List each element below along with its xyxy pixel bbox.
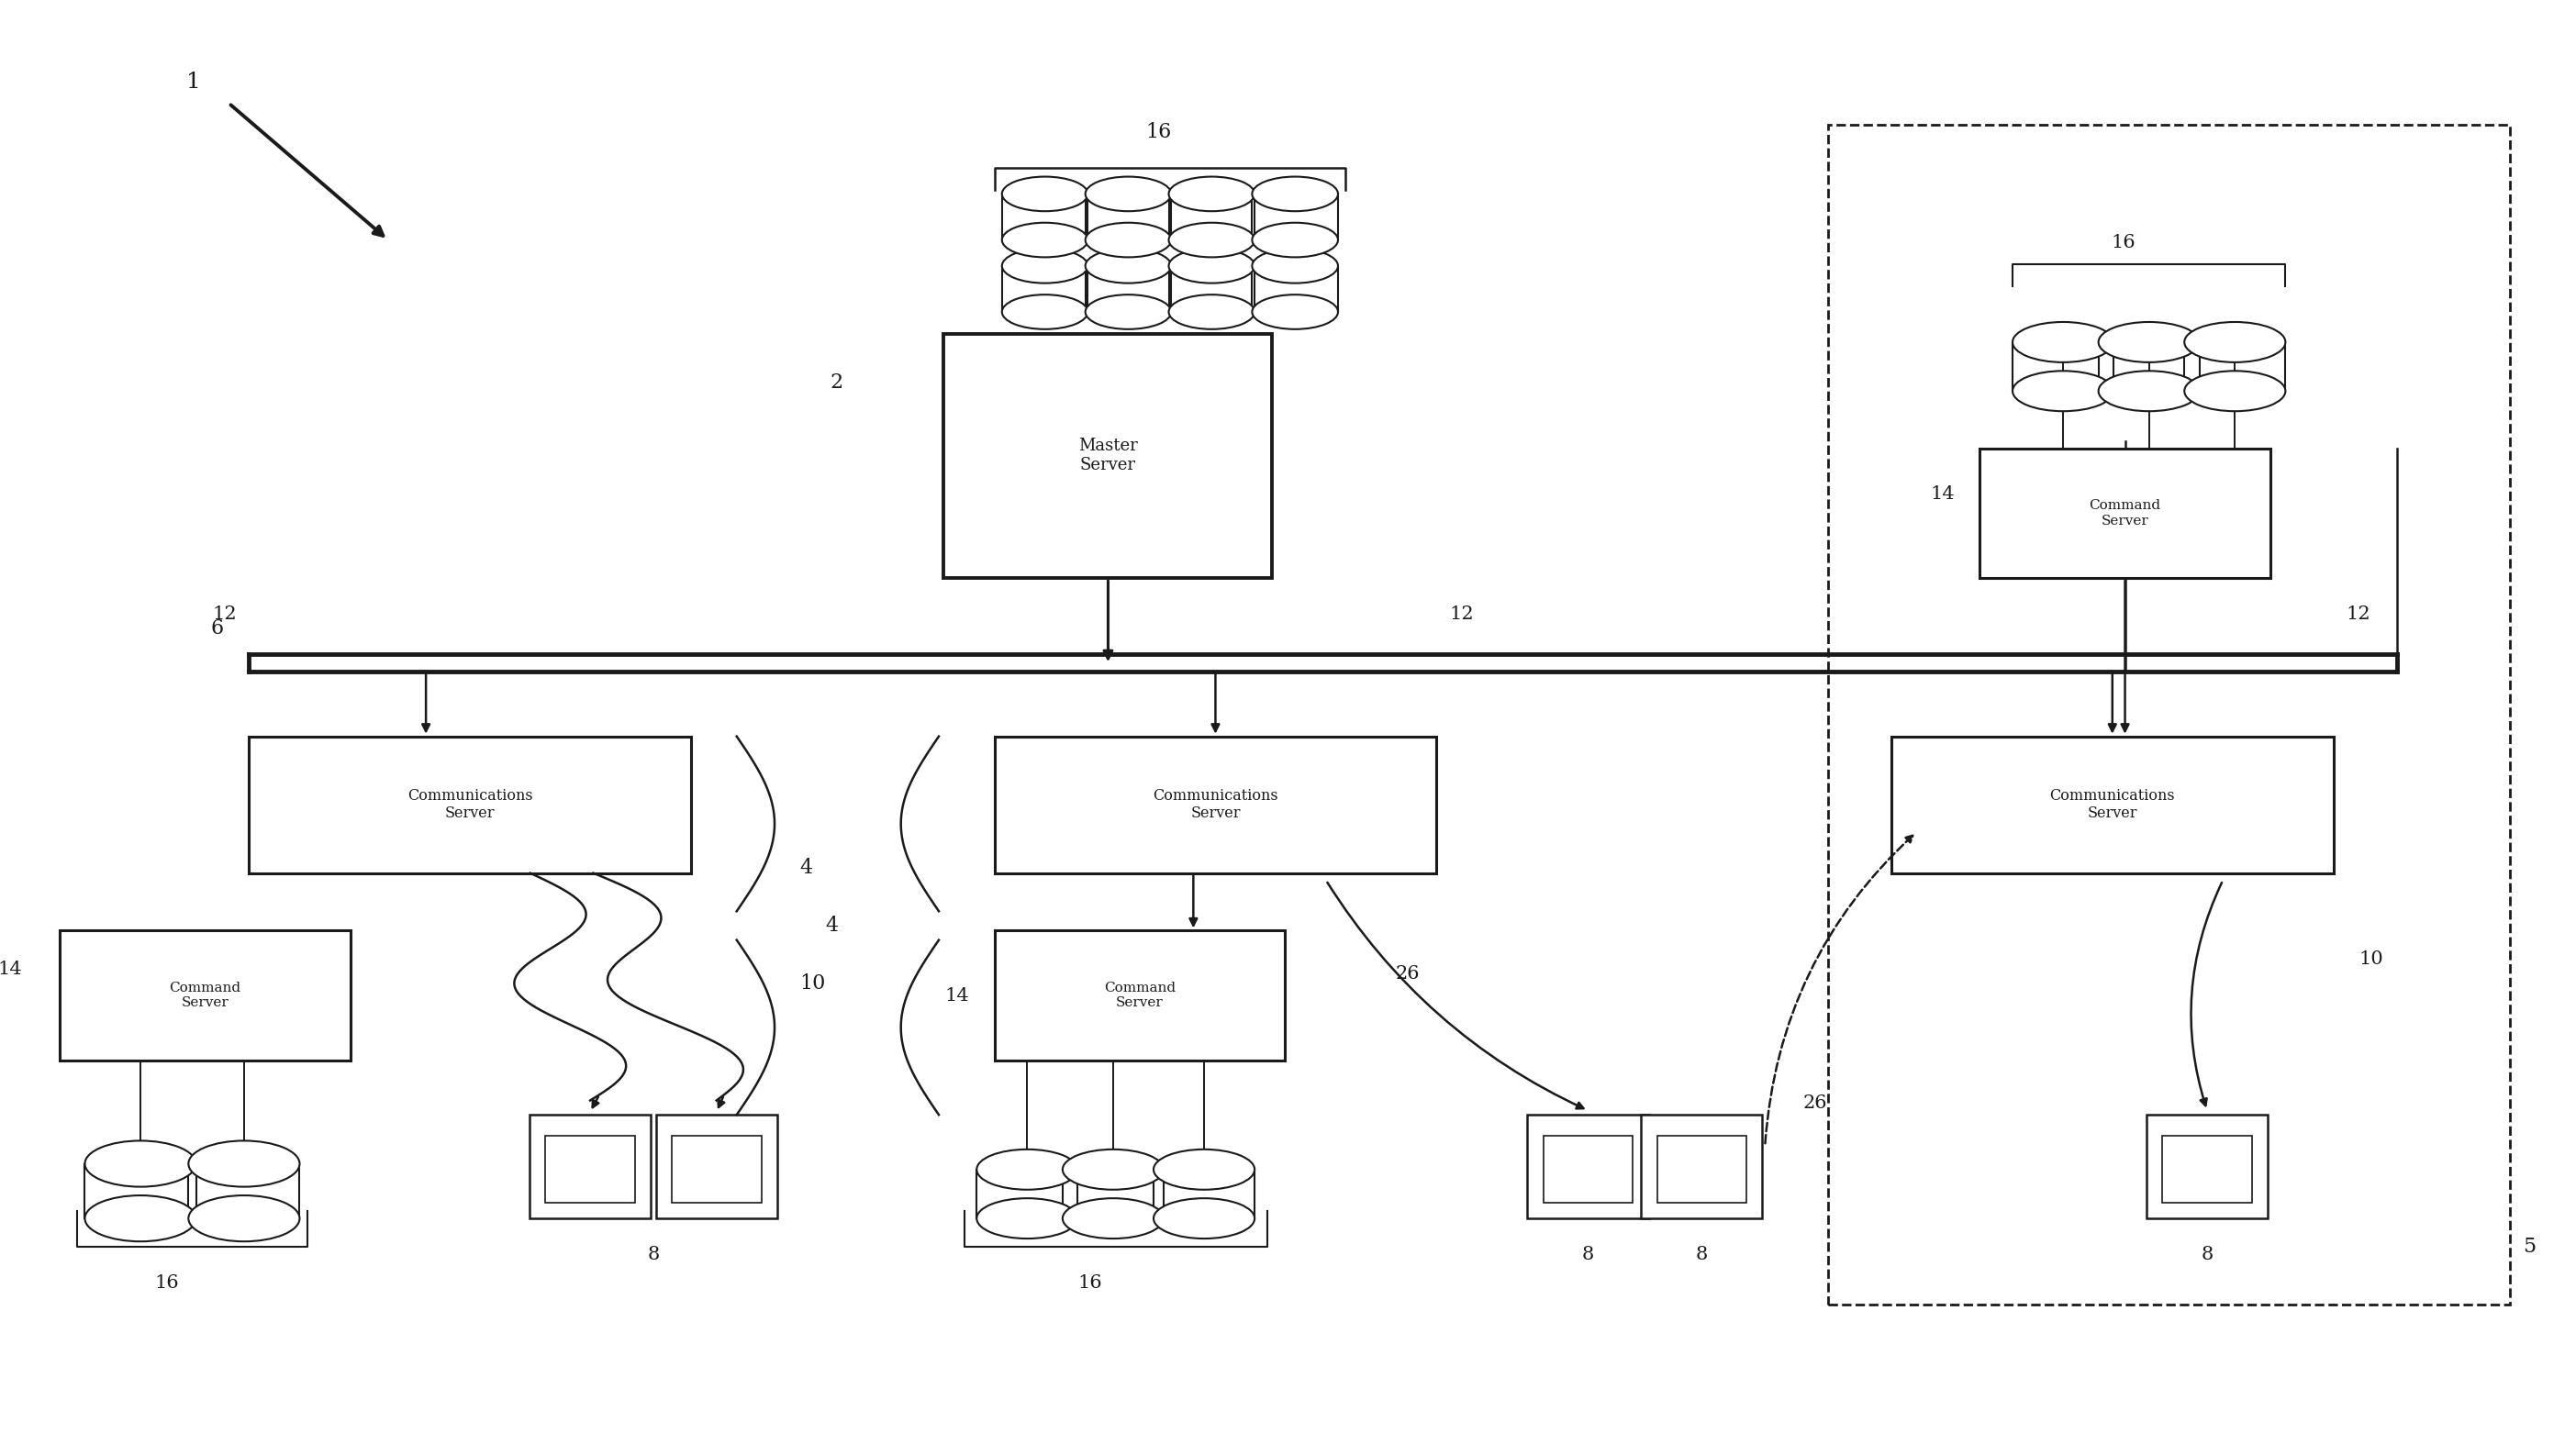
Ellipse shape <box>1002 295 1087 329</box>
FancyBboxPatch shape <box>1543 1135 1633 1203</box>
Text: 26: 26 <box>1803 1095 1826 1112</box>
Ellipse shape <box>1252 222 1337 257</box>
Ellipse shape <box>1084 295 1172 329</box>
Ellipse shape <box>2184 322 2285 362</box>
FancyBboxPatch shape <box>250 736 690 874</box>
FancyBboxPatch shape <box>1528 1115 1649 1219</box>
Text: 12: 12 <box>2347 605 2370 622</box>
Text: 12: 12 <box>1450 605 1473 622</box>
Text: Communications
Server: Communications Server <box>1154 788 1278 822</box>
Text: 14: 14 <box>0 960 21 978</box>
FancyBboxPatch shape <box>1154 1170 1255 1219</box>
Ellipse shape <box>85 1141 196 1187</box>
FancyBboxPatch shape <box>1891 736 2334 874</box>
FancyBboxPatch shape <box>85 1164 196 1219</box>
Ellipse shape <box>1002 176 1087 211</box>
Ellipse shape <box>2099 371 2200 412</box>
FancyBboxPatch shape <box>1002 193 1087 240</box>
Ellipse shape <box>2184 371 2285 412</box>
Ellipse shape <box>188 1196 299 1242</box>
FancyBboxPatch shape <box>1084 266 1172 312</box>
Text: Communications
Server: Communications Server <box>2050 788 2174 822</box>
FancyBboxPatch shape <box>1084 193 1172 240</box>
Ellipse shape <box>1170 176 1255 211</box>
Text: 5: 5 <box>2522 1238 2535 1258</box>
Text: 8: 8 <box>1695 1246 1708 1264</box>
Ellipse shape <box>976 1199 1077 1239</box>
Text: 10: 10 <box>799 973 827 993</box>
FancyBboxPatch shape <box>2012 342 2115 391</box>
FancyBboxPatch shape <box>1641 1115 1762 1219</box>
Text: 26: 26 <box>1396 965 1419 982</box>
Ellipse shape <box>1002 248 1087 283</box>
Text: 8: 8 <box>647 1246 659 1264</box>
Ellipse shape <box>1084 176 1172 211</box>
Ellipse shape <box>2012 371 2115 412</box>
FancyBboxPatch shape <box>672 1135 762 1203</box>
FancyBboxPatch shape <box>2161 1135 2251 1203</box>
Ellipse shape <box>1084 222 1172 257</box>
Ellipse shape <box>2012 322 2115 362</box>
Text: 6: 6 <box>211 618 224 638</box>
FancyBboxPatch shape <box>2184 342 2285 391</box>
FancyBboxPatch shape <box>1252 193 1337 240</box>
Text: 16: 16 <box>1146 121 1172 142</box>
Text: 2: 2 <box>829 373 842 393</box>
FancyBboxPatch shape <box>546 1135 636 1203</box>
FancyBboxPatch shape <box>1170 266 1255 312</box>
FancyBboxPatch shape <box>1252 266 1337 312</box>
FancyBboxPatch shape <box>1981 449 2269 578</box>
FancyBboxPatch shape <box>2146 1115 2267 1219</box>
Text: Communications
Server: Communications Server <box>407 788 533 822</box>
Text: 4: 4 <box>799 858 814 878</box>
Ellipse shape <box>188 1141 299 1187</box>
Text: 10: 10 <box>2360 950 2383 967</box>
FancyBboxPatch shape <box>1170 193 1255 240</box>
FancyBboxPatch shape <box>1656 1135 1747 1203</box>
Ellipse shape <box>1252 248 1337 283</box>
Ellipse shape <box>1252 176 1337 211</box>
FancyBboxPatch shape <box>59 930 350 1060</box>
Ellipse shape <box>1154 1149 1255 1190</box>
FancyBboxPatch shape <box>657 1115 778 1219</box>
Text: 16: 16 <box>2112 234 2136 251</box>
Text: 8: 8 <box>1582 1246 1595 1264</box>
FancyBboxPatch shape <box>994 930 1285 1060</box>
Text: 14: 14 <box>1929 485 1955 503</box>
Ellipse shape <box>2099 322 2200 362</box>
Text: 12: 12 <box>211 605 237 622</box>
FancyBboxPatch shape <box>2099 342 2200 391</box>
Text: 8: 8 <box>2200 1246 2213 1264</box>
Text: Command
Server: Command Server <box>1103 982 1175 1009</box>
Ellipse shape <box>1064 1149 1164 1190</box>
Text: 14: 14 <box>945 986 969 1004</box>
Text: Command
Server: Command Server <box>170 982 240 1009</box>
Text: Master
Server: Master Server <box>1079 438 1139 474</box>
FancyBboxPatch shape <box>976 1170 1077 1219</box>
Ellipse shape <box>976 1149 1077 1190</box>
Ellipse shape <box>1154 1199 1255 1239</box>
FancyBboxPatch shape <box>188 1164 299 1219</box>
Ellipse shape <box>1252 295 1337 329</box>
Ellipse shape <box>1002 222 1087 257</box>
Text: Command
Server: Command Server <box>2089 500 2161 527</box>
Text: 4: 4 <box>824 915 837 936</box>
FancyBboxPatch shape <box>1002 266 1087 312</box>
Text: 16: 16 <box>155 1275 180 1292</box>
Ellipse shape <box>85 1196 196 1242</box>
Ellipse shape <box>1084 248 1172 283</box>
Ellipse shape <box>1170 222 1255 257</box>
FancyBboxPatch shape <box>531 1115 652 1219</box>
Ellipse shape <box>1064 1199 1164 1239</box>
Text: 16: 16 <box>1079 1275 1103 1292</box>
FancyBboxPatch shape <box>994 736 1437 874</box>
FancyBboxPatch shape <box>1064 1170 1164 1219</box>
Ellipse shape <box>1170 248 1255 283</box>
Ellipse shape <box>1170 295 1255 329</box>
Text: 1: 1 <box>185 71 201 92</box>
FancyBboxPatch shape <box>943 334 1273 578</box>
